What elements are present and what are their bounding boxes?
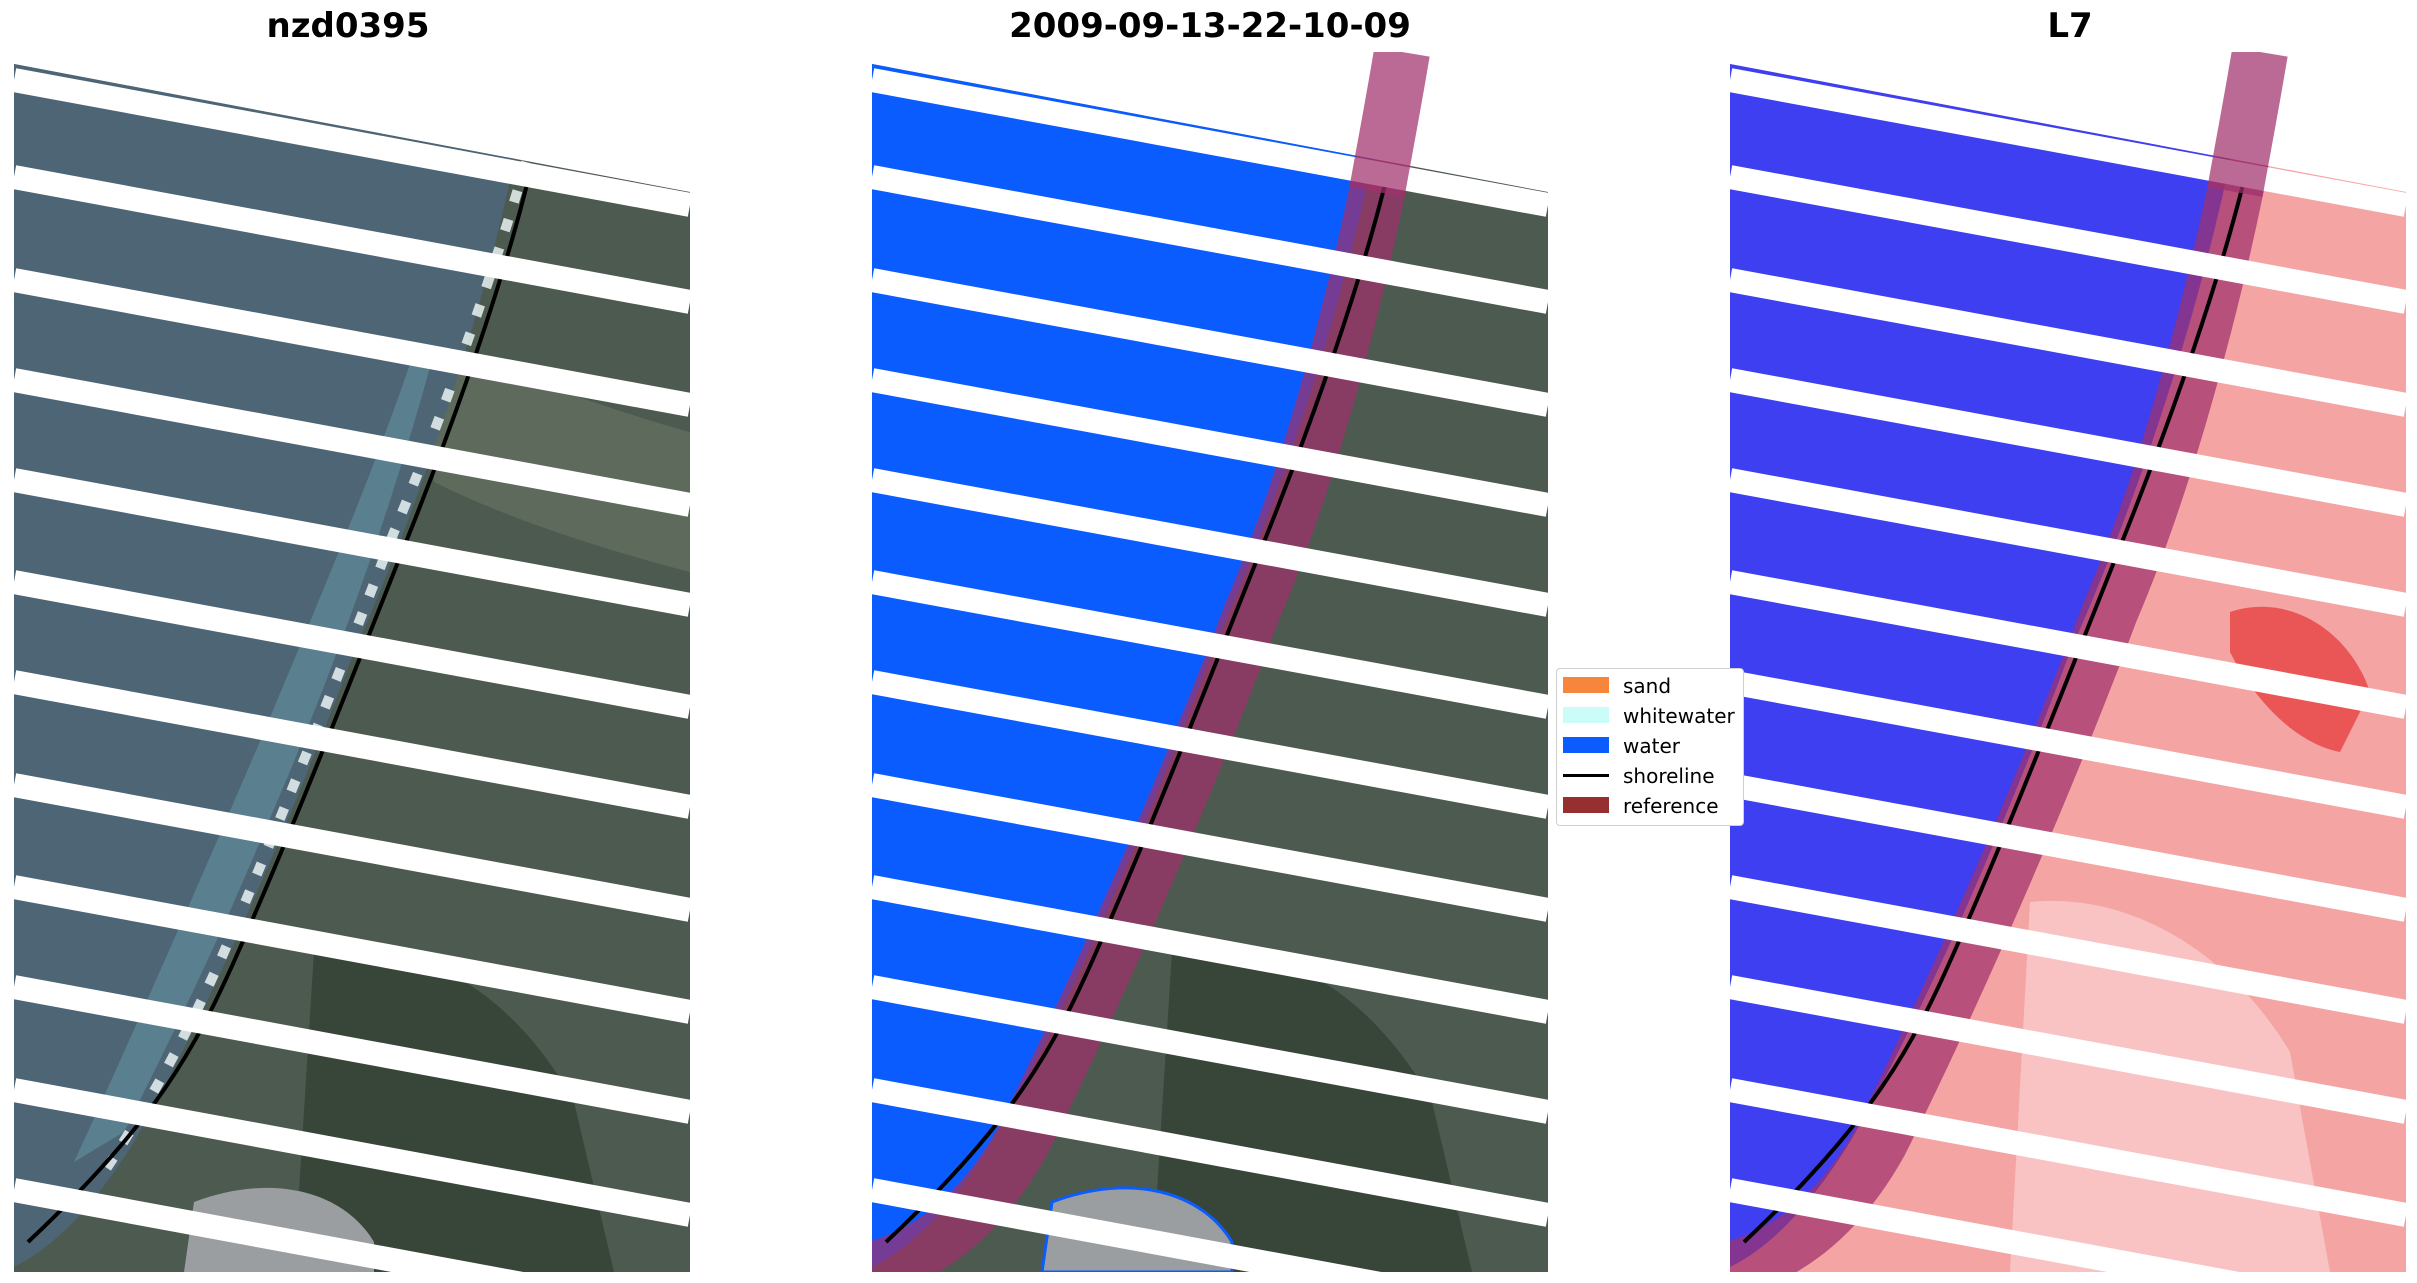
scan-line-gaps — [1730, 68, 2406, 1272]
legend-label: whitewater — [1623, 704, 1735, 728]
legend-item-sand: sand — [1557, 671, 1743, 701]
legend-item-water: water — [1557, 731, 1743, 761]
legend-item-reference: reference — [1557, 791, 1743, 821]
surf-zone — [99, 160, 531, 1175]
whitewater-swatch — [1563, 707, 1609, 723]
sand-swatch — [1563, 677, 1609, 693]
legend: sand whitewater water shoreline referenc… — [1556, 668, 1744, 826]
panel-title-index: L7 — [2047, 6, 2093, 46]
reference-swatch — [1563, 797, 1609, 813]
legend-label: reference — [1623, 794, 1719, 818]
panel-title-classified: 2009-09-13-22-10-09 — [1009, 6, 1411, 46]
legend-label: water — [1623, 734, 1680, 758]
rgb-image — [14, 64, 690, 1272]
index-image — [1730, 52, 2406, 1272]
classified-image — [872, 52, 1548, 1272]
shoreline-line-swatch — [1563, 774, 1609, 777]
scan-line-gaps — [872, 68, 1548, 1272]
reference-buffer-top — [1349, 52, 1430, 197]
water-swatch — [1563, 737, 1609, 753]
land-light-patch — [434, 352, 690, 572]
scan-line-gaps — [14, 68, 690, 1272]
panel-title-rgb: nzd0395 — [266, 6, 430, 46]
legend-item-shoreline: shoreline — [1557, 761, 1743, 791]
legend-label: shoreline — [1623, 764, 1715, 788]
nearshore-sea — [74, 352, 434, 1162]
legend-label: sand — [1623, 674, 1672, 698]
legend-item-whitewater: whitewater — [1557, 701, 1743, 731]
reference-buffer-top — [2207, 52, 2288, 197]
